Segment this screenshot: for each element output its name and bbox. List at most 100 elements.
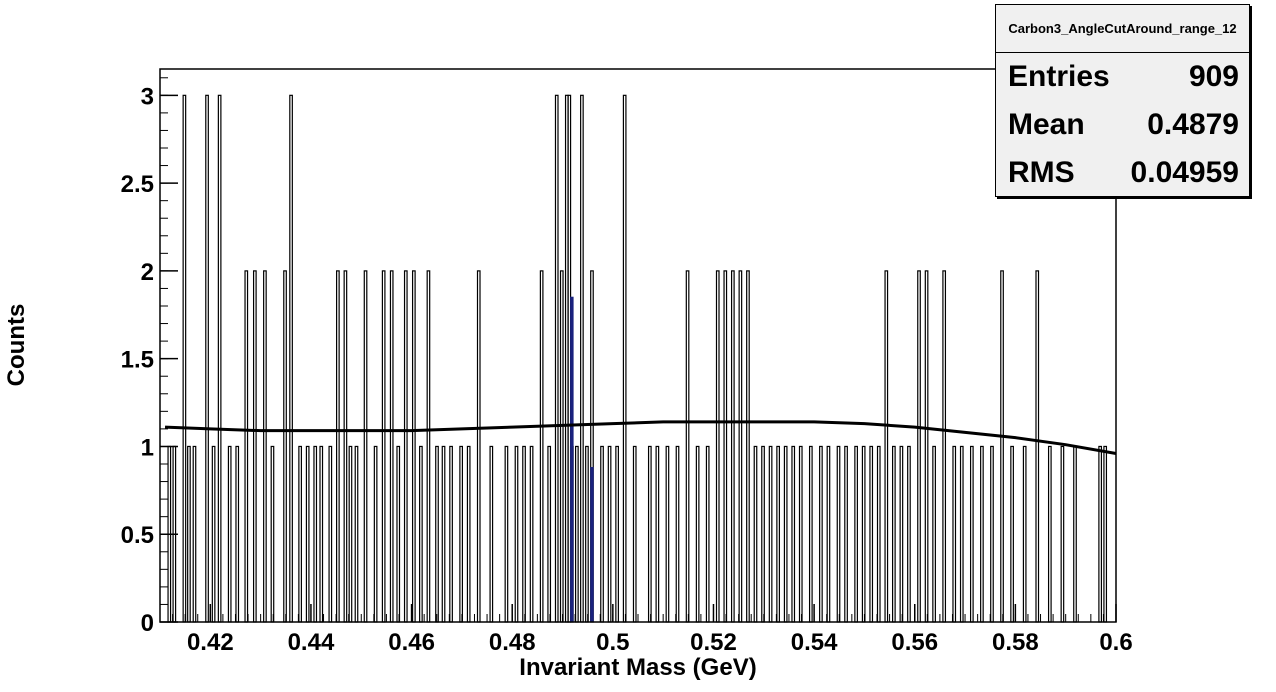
histogram-bars: [167, 94, 1108, 623]
y-tick-label: 1.5: [121, 347, 154, 374]
histogram-bar: [489, 445, 494, 623]
histogram-bar: [647, 445, 652, 623]
histogram-bar: [283, 270, 287, 623]
histogram-bar: [244, 270, 249, 623]
histogram-bar: [328, 445, 333, 623]
histogram-bar: [655, 445, 660, 623]
stats-entries-row: Entries 909: [996, 53, 1249, 101]
x-axis-label: Invariant Mass (GeV): [519, 654, 756, 681]
histogram-bar: [1022, 445, 1027, 623]
histogram-bar: [980, 445, 984, 623]
histogram-bar: [705, 445, 710, 623]
histogram-bar: [776, 445, 780, 623]
histogram-bar: [819, 445, 823, 623]
y-axis-label: Counts: [3, 304, 30, 387]
histogram-bar: [419, 445, 423, 623]
histogram-bar: [252, 270, 257, 623]
histogram-bar: [876, 445, 881, 623]
histogram-bar: [932, 445, 936, 623]
histogram-bar: [622, 94, 627, 623]
histogram-bar: [844, 445, 848, 623]
histogram-bar: [959, 445, 964, 623]
histogram-bar: [1047, 445, 1052, 623]
histogram-bar: [182, 94, 187, 623]
histogram-bar: [715, 270, 720, 623]
histogram-bar: [539, 270, 544, 623]
histogram-bar: [426, 270, 431, 623]
histogram-bar: [298, 445, 302, 623]
histogram-bar: [730, 270, 735, 623]
histogram-bar: [695, 445, 700, 623]
histogram-bar: [263, 270, 267, 623]
histogram-bar: [899, 445, 904, 623]
rms-value: 0.04959: [1130, 156, 1239, 189]
histogram-bar: [924, 270, 929, 623]
histogram-bar: [205, 94, 209, 623]
highlight-bar: [570, 296, 574, 623]
histogram-bar: [783, 445, 788, 623]
stats-rms-row: RMS 0.04959: [996, 149, 1249, 197]
y-tick-label: 2.5: [121, 171, 154, 198]
histogram-bar: [381, 270, 386, 623]
histogram-bar: [600, 445, 604, 623]
histogram-bar: [768, 445, 773, 623]
histogram-bar: [522, 445, 526, 623]
histogram-bar: [942, 270, 947, 623]
histogram-bar: [585, 445, 589, 623]
histogram-bar: [217, 94, 222, 623]
y-tick-label: 3: [141, 83, 154, 110]
histogram-bar: [952, 445, 957, 623]
histogram-bar: [861, 445, 866, 623]
x-tick-label: 0.46: [388, 629, 435, 656]
histogram-bar: [746, 270, 750, 623]
x-tick-label: 0.56: [891, 629, 938, 656]
histogram-bar: [504, 445, 509, 623]
histogram-bar: [575, 445, 579, 623]
histogram-bar: [1098, 445, 1103, 623]
histogram-bar: [319, 445, 324, 623]
histogram-bar: [1000, 270, 1004, 623]
stats-mean-row: Mean 0.4879: [996, 101, 1249, 149]
x-tick-label: 0.52: [690, 629, 737, 656]
histogram-bar: [884, 270, 889, 623]
histogram-bar: [459, 445, 463, 623]
histogram-bar: [435, 445, 439, 623]
histogram-bar: [675, 445, 680, 623]
histogram-bar: [547, 445, 552, 623]
histogram-bar: [466, 445, 471, 623]
histogram-bar: [211, 445, 216, 623]
histogram-bar: [235, 445, 240, 623]
histogram-bar: [761, 445, 765, 623]
histogram-bar: [1010, 445, 1014, 623]
histogram-bar: [836, 445, 841, 623]
x-tick-label: 0.44: [288, 629, 335, 656]
stats-box: Carbon3_AngleCutAround_range_12 Entries …: [995, 4, 1250, 197]
histogram-bar: [1035, 270, 1040, 623]
stats-title: Carbon3_AngleCutAround_range_12: [996, 5, 1249, 53]
rms-label: RMS: [1008, 156, 1075, 189]
histogram-bar: [449, 445, 453, 623]
histogram-bar: [791, 445, 796, 623]
histogram-bar: [665, 445, 670, 623]
histogram-bar: [348, 445, 353, 623]
histogram-bar: [607, 445, 612, 623]
histogram-bar: [1060, 445, 1065, 623]
histogram-bar: [441, 445, 446, 623]
histogram-bar: [313, 445, 318, 623]
histogram-bar: [554, 94, 559, 623]
histogram-bar: [289, 94, 293, 623]
histogram-bar: [969, 445, 974, 623]
x-tick-label: 0.5: [596, 629, 629, 656]
y-tick-label: 0.5: [121, 522, 154, 549]
fit-line: [164, 420, 1117, 455]
histogram-bar: [514, 445, 519, 623]
entries-label: Entries: [1008, 60, 1110, 93]
histogram-bar: [826, 445, 831, 623]
x-tick-label: 0.42: [187, 629, 234, 656]
y-tick-label: 1: [141, 434, 154, 461]
histogram-bar: [798, 445, 803, 623]
histogram-bar: [723, 270, 728, 623]
histogram-bar: [738, 270, 743, 623]
x-tick-label: 0.58: [992, 629, 1039, 656]
histogram-bar: [917, 270, 921, 623]
